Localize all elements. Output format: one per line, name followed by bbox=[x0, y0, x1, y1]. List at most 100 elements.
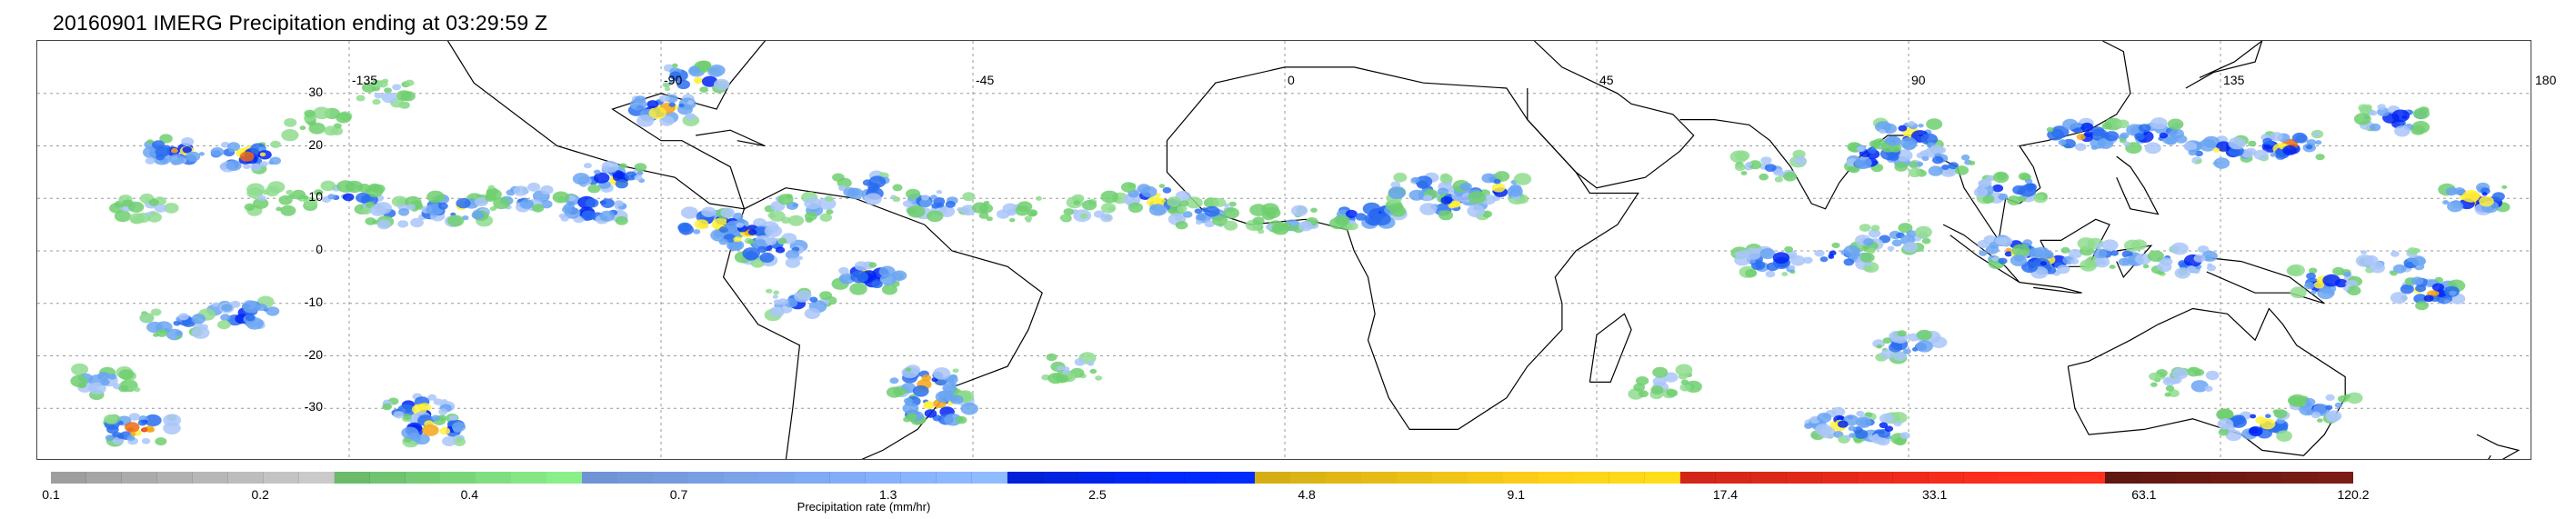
precip-blob bbox=[777, 298, 788, 305]
precip-blob bbox=[2213, 157, 2230, 169]
precip-blob bbox=[2415, 301, 2429, 311]
precip-blob bbox=[1920, 133, 1939, 145]
precip-blob bbox=[906, 188, 921, 200]
precip-blob bbox=[1334, 215, 1350, 226]
precip-blob bbox=[2370, 123, 2381, 132]
precip-blob bbox=[1908, 333, 1920, 342]
precip-blob bbox=[1749, 160, 1762, 170]
precip-blob bbox=[2241, 149, 2254, 158]
precip-blob bbox=[313, 106, 331, 120]
precip-blob bbox=[736, 222, 745, 228]
precip-blob bbox=[2010, 255, 2027, 266]
colorbar-swatch bbox=[1290, 472, 1327, 484]
precip-blob bbox=[2204, 385, 2213, 393]
precip-blob bbox=[426, 190, 445, 204]
precip-blob bbox=[733, 236, 742, 243]
precip-blob bbox=[1882, 337, 1892, 344]
precip-blob bbox=[2501, 185, 2508, 189]
precip-blob bbox=[2217, 418, 2234, 430]
precip-blob bbox=[1507, 185, 1523, 197]
precip-blob bbox=[2100, 261, 2107, 265]
precip-blob bbox=[2315, 154, 2325, 161]
precip-blob bbox=[2207, 263, 2213, 267]
precip-blob bbox=[246, 187, 264, 199]
precip-blob bbox=[159, 134, 173, 144]
precip-blob bbox=[281, 129, 299, 142]
precip-blob bbox=[2334, 402, 2343, 408]
precip-blob bbox=[2453, 187, 2465, 195]
precip-blob bbox=[2431, 283, 2444, 292]
precip-blob bbox=[2390, 270, 2398, 276]
precip-blob bbox=[1788, 264, 1796, 270]
precip-blob bbox=[2077, 237, 2095, 250]
precip-blob bbox=[2076, 134, 2086, 141]
precip-blob bbox=[2407, 247, 2419, 255]
coastline bbox=[1679, 41, 2131, 243]
precip-blob bbox=[868, 262, 877, 268]
precip-blob bbox=[931, 377, 938, 383]
precip-blob bbox=[1916, 340, 1933, 353]
precip-blob bbox=[1679, 384, 1691, 392]
precip-blob bbox=[1663, 372, 1679, 383]
precip-blob bbox=[2305, 145, 2313, 150]
precip-blob bbox=[2104, 131, 2120, 142]
precip-blob bbox=[125, 422, 140, 433]
precip-blob bbox=[981, 209, 987, 214]
colorbar-tick-label: 0.2 bbox=[251, 487, 269, 502]
precip-blob bbox=[2212, 147, 2220, 153]
precip-blob bbox=[144, 414, 162, 427]
colorbar-swatch bbox=[2070, 472, 2106, 484]
precip-blob bbox=[1494, 171, 1510, 182]
precip-blob bbox=[892, 184, 903, 192]
precip-blob bbox=[687, 100, 695, 105]
precip-blob bbox=[892, 196, 901, 203]
precip-blob bbox=[2317, 287, 2335, 300]
precip-blob bbox=[139, 313, 155, 324]
precip-blob bbox=[2194, 150, 2203, 157]
precip-blob bbox=[832, 173, 845, 182]
precip-blob bbox=[819, 291, 833, 300]
coastline bbox=[2019, 282, 2082, 294]
precip-blob bbox=[2391, 250, 2400, 257]
precip-blob bbox=[1650, 385, 1664, 395]
coastline bbox=[2476, 434, 2521, 459]
colorbar-swatch bbox=[1468, 472, 1504, 484]
precip-blob bbox=[1652, 376, 1667, 386]
precip-blob bbox=[1093, 210, 1106, 218]
precip-blob bbox=[1986, 175, 1995, 182]
precip-blob bbox=[804, 212, 817, 221]
precip-blob bbox=[1932, 155, 1944, 165]
precip-blob bbox=[137, 419, 147, 426]
precip-blob bbox=[2282, 145, 2297, 155]
precip-blob bbox=[2291, 132, 2308, 144]
map-canvas bbox=[37, 41, 2531, 459]
precip-blob bbox=[1784, 245, 1794, 253]
precip-blob bbox=[1973, 187, 1989, 197]
precip-blob bbox=[1921, 155, 1929, 162]
map-title: 20160901 IMERG Precipitation ending at 0… bbox=[53, 11, 548, 35]
precipitation-map[interactable] bbox=[36, 40, 2531, 460]
precip-blob bbox=[804, 197, 822, 210]
precip-blob bbox=[960, 402, 978, 415]
precip-blob bbox=[1848, 425, 1857, 432]
colorbar-swatch bbox=[156, 472, 194, 484]
precip-blob bbox=[757, 245, 767, 254]
precip-blob bbox=[346, 180, 364, 194]
precip-blob bbox=[278, 195, 293, 205]
precip-blob bbox=[769, 210, 786, 222]
precip-blob bbox=[726, 220, 741, 232]
precip-blob bbox=[2118, 257, 2130, 266]
precip-blob bbox=[374, 202, 392, 215]
precip-blob bbox=[1666, 389, 1679, 397]
precip-blob bbox=[155, 146, 170, 157]
precip-blob bbox=[2491, 192, 2505, 202]
precip-blob bbox=[118, 384, 129, 393]
colorbar-swatch bbox=[227, 472, 265, 484]
precip-blob bbox=[128, 413, 141, 421]
precip-blob bbox=[1891, 239, 1902, 247]
precip-blob bbox=[87, 384, 98, 392]
precip-blob bbox=[2138, 124, 2151, 133]
colorbar-swatch bbox=[582, 472, 618, 484]
precip-blob bbox=[634, 163, 647, 172]
precip-blob bbox=[104, 414, 118, 424]
